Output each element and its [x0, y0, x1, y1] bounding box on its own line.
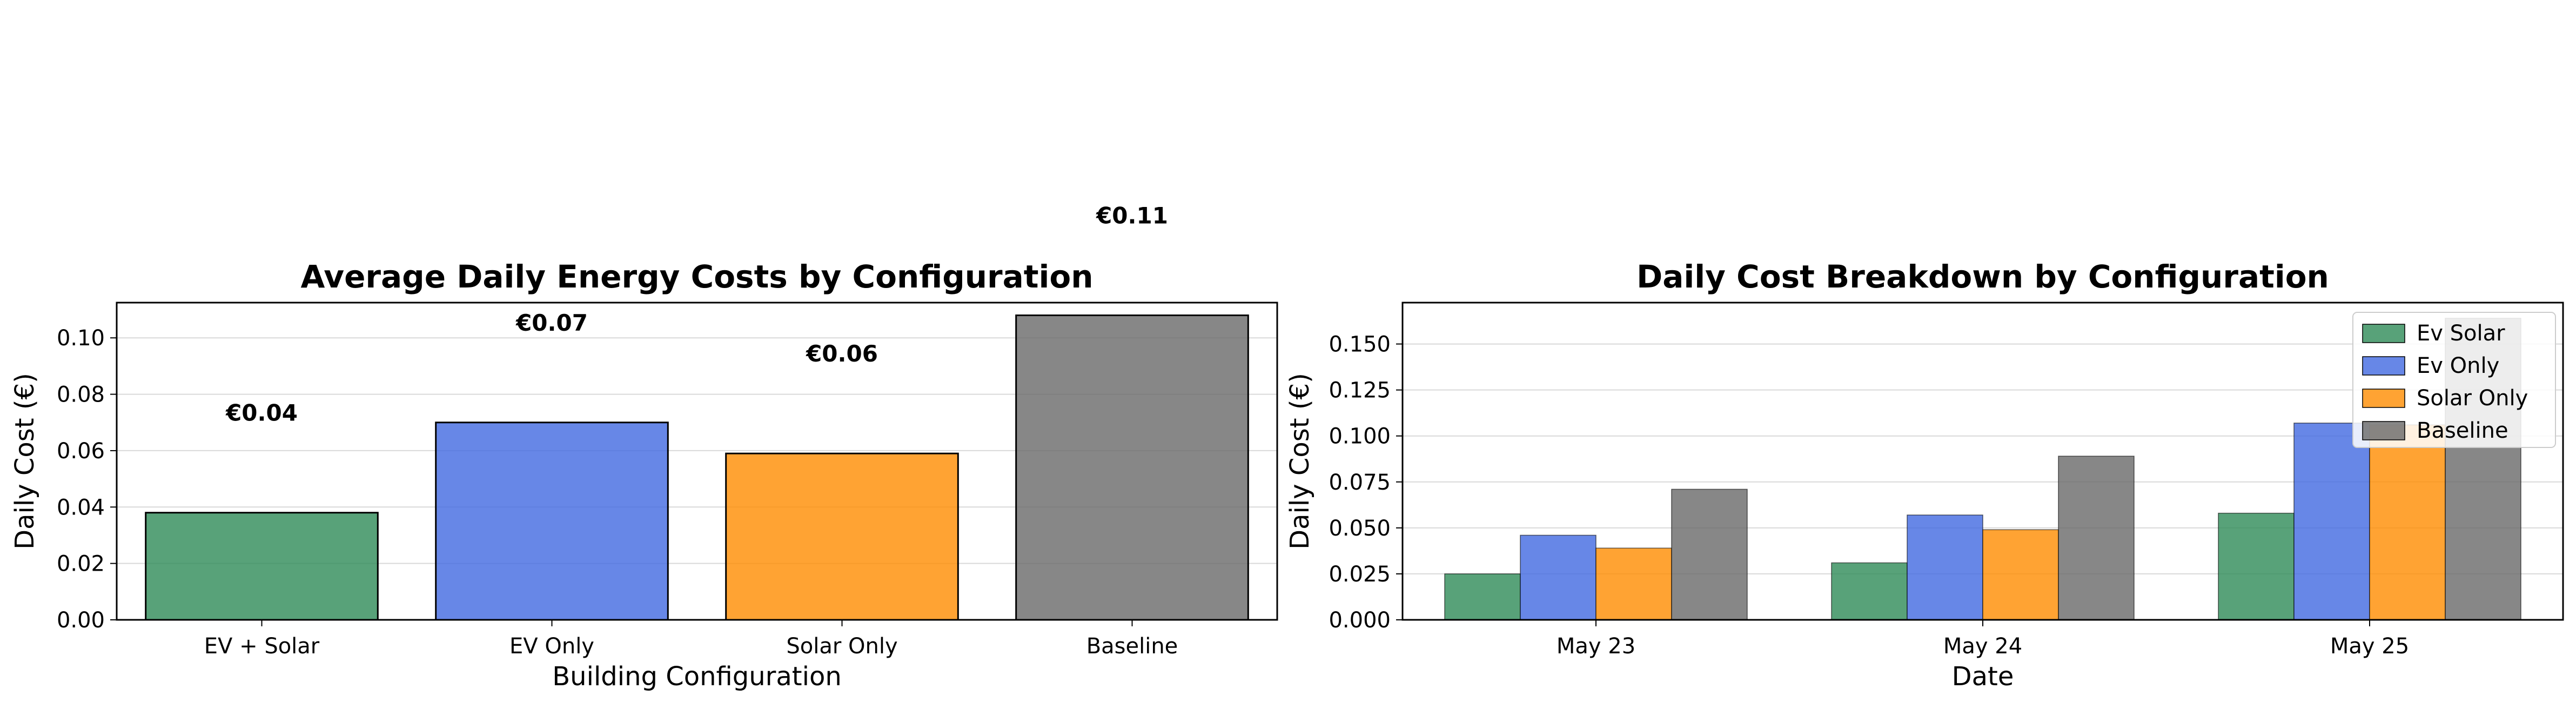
chart-1-ytick-label: 0.04 [57, 495, 105, 520]
chart-2-ylabel: Daily Cost (€) [1285, 373, 1315, 550]
chart-2-ytick-label: 0.050 [1329, 516, 1391, 541]
chart-2-xtick-label: May 25 [2330, 634, 2409, 659]
chart-2-bar [2369, 424, 2446, 620]
chart-2-xtick-label: May 24 [1943, 634, 2022, 659]
chart-2-xlabel: Date [1952, 661, 2014, 692]
chart-1-xtick-label: Solar Only [786, 634, 897, 659]
chart-2-xtick-label: May 23 [1557, 634, 1635, 659]
chart-2-legend-label: Baseline [2417, 418, 2508, 443]
chart-2-legend-label: Ev Solar [2417, 321, 2505, 346]
chart-1-bar [145, 512, 379, 621]
chart-2-bar [1444, 573, 1521, 620]
chart-1-ytick-label: 0.10 [57, 326, 105, 351]
chart-1: EV + Solar €0.04 EV Only €0.07 Solar Only €0.… [10, 202, 1278, 692]
chart-2-bar [1671, 489, 1748, 620]
chart-2-bar [2293, 423, 2370, 620]
chart-1-ytick-label: 0.08 [57, 383, 105, 407]
chart-2: May 23 May 24 May 25 0.000 0.025 0.050 0.075 0.… [1285, 258, 2564, 692]
chart-2-legend-label: Solar Only [2417, 386, 2528, 411]
chart-2-legend: Ev Solar Ev Only Solar Only Baseline [2352, 312, 2556, 448]
chart-1-xtick-label: Baseline [1086, 634, 1178, 659]
chart-1-value-label: €0.11 [1096, 202, 1168, 229]
chart-2-bar [2058, 456, 2135, 620]
chart-1-xlabel: Building Configuration [552, 661, 842, 692]
chart-1-title: Average Daily Energy Costs by Configurat… [300, 258, 1093, 295]
chart-2-legend-swatch [2362, 324, 2405, 343]
chart-2-bar [1982, 529, 2059, 620]
chart-2-legend-box [2352, 312, 2556, 448]
chart-2-title: Daily Cost Breakdown by Configuration [1636, 258, 2329, 295]
chart-1-value-label: €0.07 [515, 310, 588, 336]
chart-1-bar [435, 422, 669, 621]
chart-1-ytick-label: 0.00 [57, 608, 105, 633]
chart-1-bar [725, 452, 959, 621]
chart-1-ytick-label: 0.06 [57, 439, 105, 464]
chart-1-value-label: €0.04 [225, 400, 298, 426]
chart-2-legend-label: Ev Only [2417, 353, 2499, 378]
chart-1-ylabel: Daily Cost (€) [10, 373, 40, 550]
chart-2-ytick-label: 0.100 [1329, 424, 1391, 449]
chart-1-ytick-label: 0.02 [57, 552, 105, 577]
chart-2-bar [1831, 562, 1908, 620]
chart-1-frame [116, 302, 1278, 621]
chart-1-value-label: €0.06 [806, 340, 878, 367]
chart-2-ytick-label: 0.150 [1329, 332, 1391, 357]
chart-2-frame [1401, 302, 2564, 621]
chart-2-bar [2218, 512, 2295, 620]
chart-1-bar [1015, 314, 1249, 621]
chart-2-legend-swatch [2362, 421, 2405, 440]
chart-2-bar [1907, 514, 1983, 620]
chart-2-legend-swatch [2362, 356, 2405, 376]
chart-1-xtick-label: EV + Solar [204, 634, 320, 659]
chart-2-ytick-label: 0.125 [1329, 378, 1391, 403]
chart-1-xtick-label: EV Only [509, 634, 594, 659]
chart-2-bar [1520, 534, 1596, 620]
chart-2-ytick-label: 0.025 [1329, 562, 1391, 587]
chart-2-legend-swatch [2362, 389, 2405, 408]
chart-2-ytick-label: 0.000 [1329, 608, 1391, 633]
chart-2-ytick-label: 0.075 [1329, 470, 1391, 495]
chart-2-bar [1595, 547, 1672, 620]
